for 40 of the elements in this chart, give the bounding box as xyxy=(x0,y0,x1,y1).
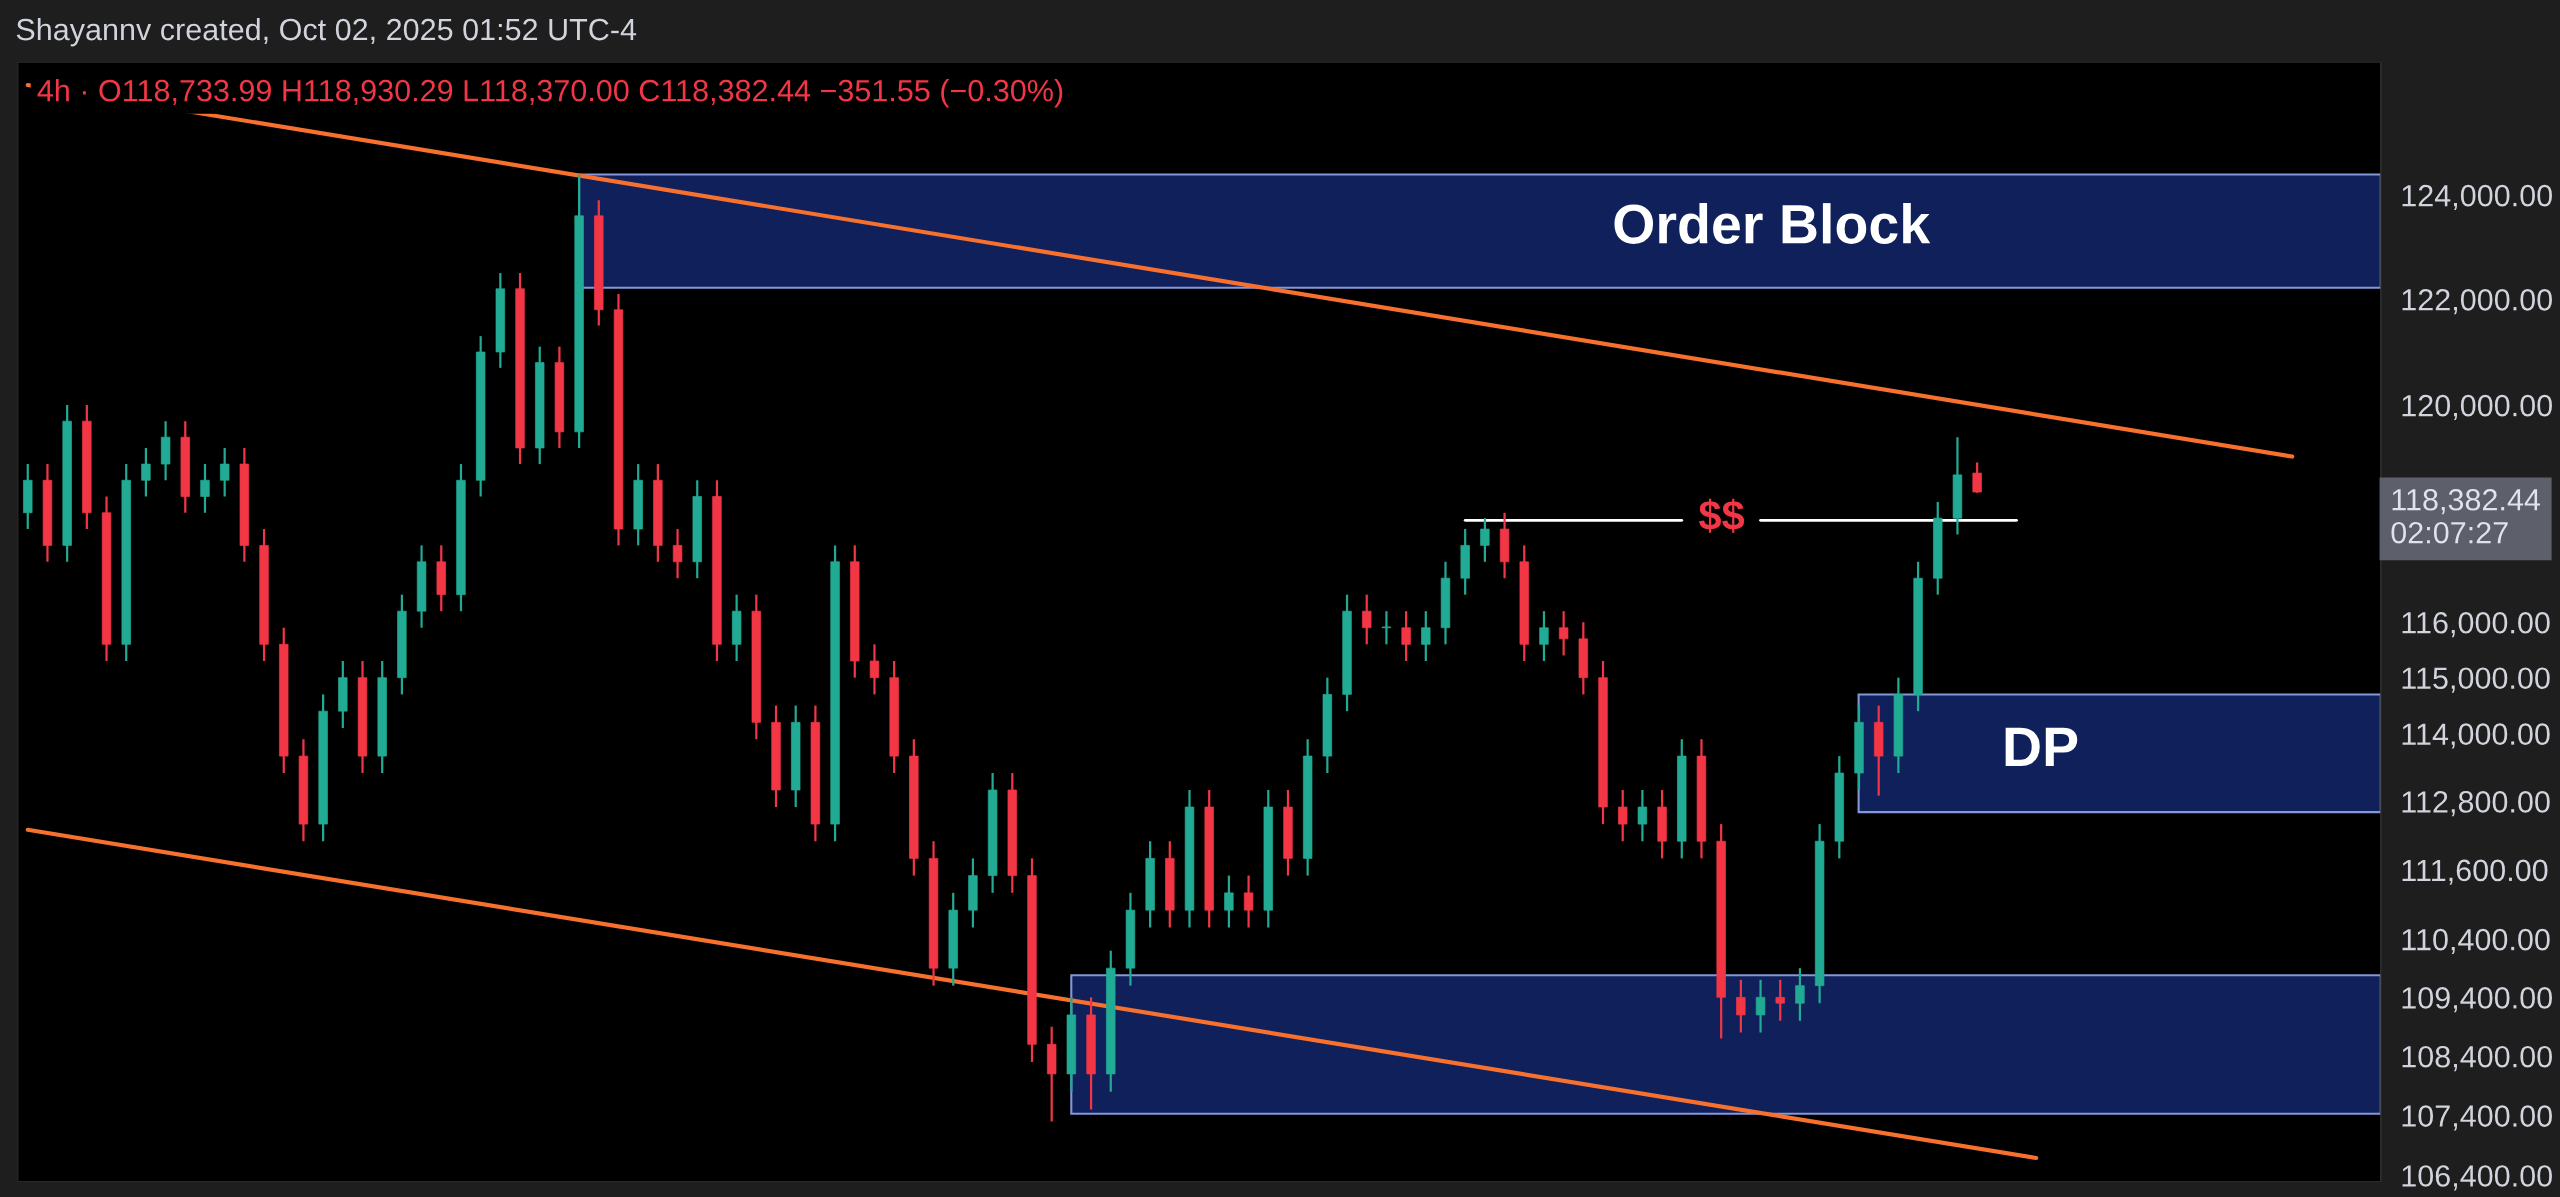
candlestick xyxy=(1637,788,1648,843)
y-tick-label: 111,600.00 xyxy=(2402,859,2548,885)
candlestick xyxy=(1795,967,1805,1022)
candlestick xyxy=(1401,610,1411,663)
y-tick-label: 122,000.00 xyxy=(2402,289,2552,315)
y-tick-label: 106,400.00 xyxy=(2402,1165,2552,1191)
annotation: $$ xyxy=(1698,498,1745,533)
y-tick-label: 116,000.00 xyxy=(2402,611,2550,638)
candlestick xyxy=(1558,610,1569,657)
candlestick xyxy=(1539,610,1549,663)
candlestick xyxy=(1381,610,1392,646)
y-tick-label: 124,000.00 xyxy=(2402,184,2552,211)
chart-title: Shayannv created, Oct 02, 2025 01:52 UTC-4 xyxy=(16,17,637,47)
candlestick xyxy=(219,446,230,498)
y-tick-label: 110,400.00 xyxy=(2402,928,2550,955)
candlestick xyxy=(1421,610,1431,663)
y-tick-label: 108,400.00 xyxy=(2402,1045,2552,1072)
y-tick-label: 109,400.00 xyxy=(2402,987,2552,1013)
annotation: DP xyxy=(2005,727,2078,767)
candlestick xyxy=(1736,978,1746,1034)
y-tick-label: 114,000.00 xyxy=(2402,723,2550,749)
candlestick xyxy=(141,446,151,498)
candlestick xyxy=(1362,593,1372,646)
annotation: Order Block xyxy=(1614,203,1931,244)
y-tick-label: 107,400.00 xyxy=(2402,1105,2552,1131)
candlestick xyxy=(1972,461,1982,494)
candlestick xyxy=(1480,517,1490,563)
candlestick xyxy=(1224,874,1234,929)
y-tick-label: 120,000.00 xyxy=(2402,394,2552,421)
y-tick-label: 115,000.00 xyxy=(2402,667,2550,693)
candlestick xyxy=(869,643,880,696)
candlestick xyxy=(1775,978,1785,1022)
text: 118,382.44 02:07:27 xyxy=(2391,488,2541,544)
candlestick xyxy=(672,527,683,580)
text: 4h · O118,733.99 H118,930.29 L118,370.00 C118,382.44 −351.55 (−0.30%) xyxy=(37,79,1063,108)
candlestick xyxy=(1755,978,1766,1034)
candlestick xyxy=(200,462,210,514)
candlestick xyxy=(1618,788,1628,843)
candlestick xyxy=(1243,874,1254,929)
y-tick-label: 112,800.00 xyxy=(2402,791,2550,817)
